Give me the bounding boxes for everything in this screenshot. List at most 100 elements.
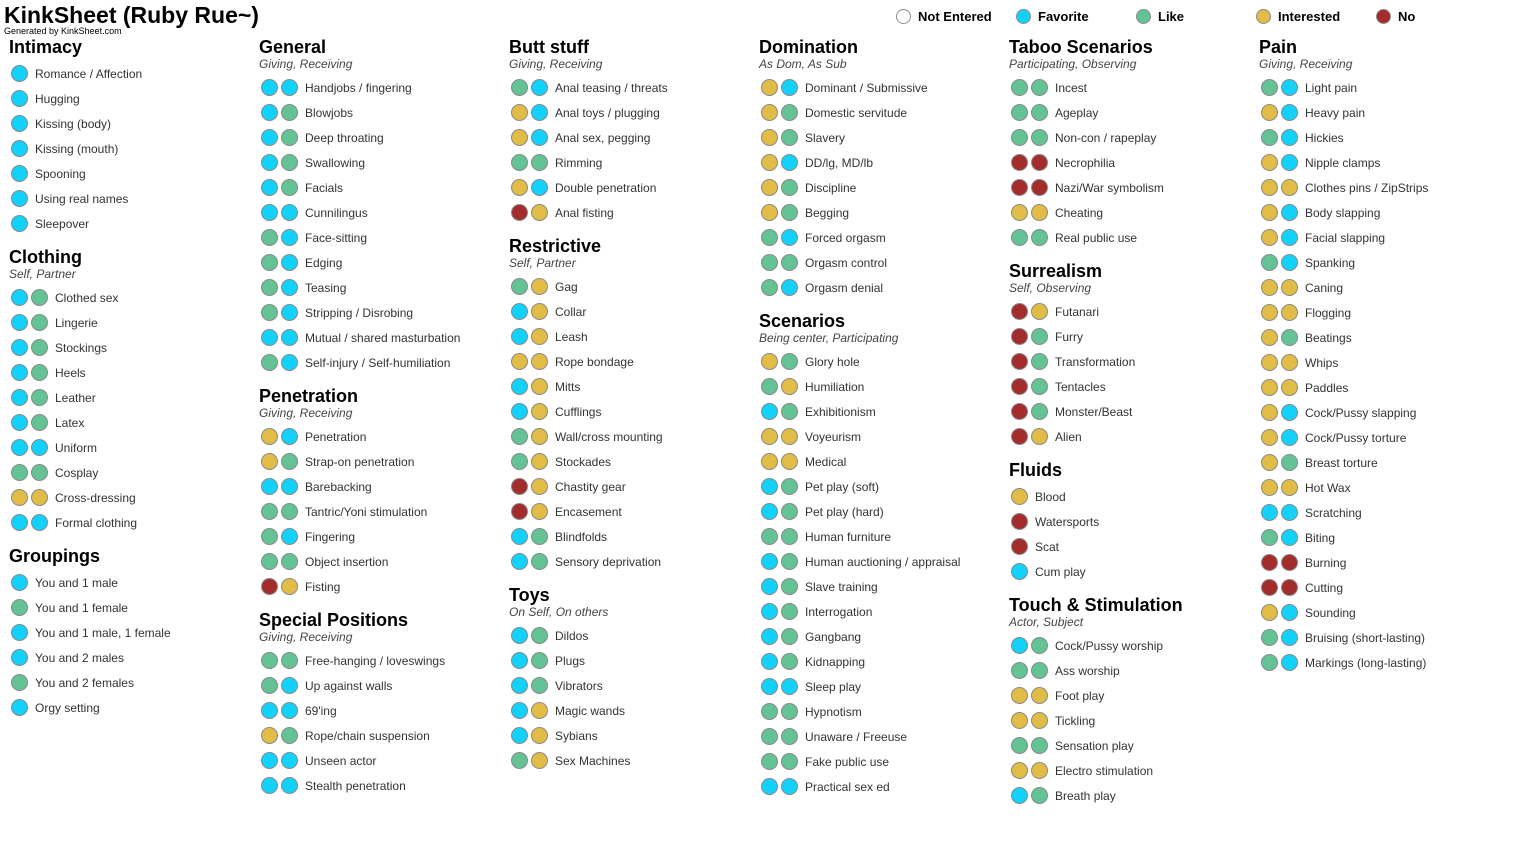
rating-favorite-circle-icon[interactable] xyxy=(11,90,28,107)
rating-interested-circle-icon[interactable] xyxy=(531,453,548,470)
list-item[interactable]: Sensory deprivation xyxy=(509,549,759,574)
list-item[interactable]: Magic wands xyxy=(509,698,759,723)
list-item[interactable]: Real public use xyxy=(1009,225,1259,250)
list-item[interactable]: Exhibitionism xyxy=(759,399,1009,424)
rating-like-circle-icon[interactable] xyxy=(1011,79,1028,96)
rating-no-circle-icon[interactable] xyxy=(1281,579,1298,596)
list-item[interactable]: Rimming xyxy=(509,150,759,175)
list-item[interactable]: Cosplay xyxy=(9,460,259,485)
rating-like-circle-icon[interactable] xyxy=(511,154,528,171)
rating-interested-circle-icon[interactable] xyxy=(761,104,778,121)
rating-favorite-circle-icon[interactable] xyxy=(1281,204,1298,221)
rating-favorite-circle-icon[interactable] xyxy=(281,702,298,719)
rating-favorite-circle-icon[interactable] xyxy=(261,329,278,346)
rating-no-circle-icon[interactable] xyxy=(1011,303,1028,320)
rating-interested-circle-icon[interactable] xyxy=(511,353,528,370)
rating-favorite-circle-icon[interactable] xyxy=(31,514,48,531)
rating-interested-circle-icon[interactable] xyxy=(1261,229,1278,246)
list-item[interactable]: Clothed sex xyxy=(9,285,259,310)
rating-interested-circle-icon[interactable] xyxy=(1011,488,1028,505)
list-item[interactable]: Heels xyxy=(9,360,259,385)
list-item[interactable]: Futanari xyxy=(1009,299,1259,324)
list-item[interactable]: Alien xyxy=(1009,424,1259,449)
rating-like-circle-icon[interactable] xyxy=(781,179,798,196)
list-item[interactable]: Lingerie xyxy=(9,310,259,335)
rating-favorite-circle-icon[interactable] xyxy=(281,254,298,271)
rating-interested-circle-icon[interactable] xyxy=(1031,428,1048,445)
rating-favorite-circle-icon[interactable] xyxy=(511,403,528,420)
rating-like-circle-icon[interactable] xyxy=(531,154,548,171)
rating-interested-circle-icon[interactable] xyxy=(531,428,548,445)
rating-no-circle-icon[interactable] xyxy=(1011,353,1028,370)
rating-like-circle-icon[interactable] xyxy=(281,129,298,146)
rating-interested-circle-icon[interactable] xyxy=(531,303,548,320)
rating-like-circle-icon[interactable] xyxy=(781,628,798,645)
rating-like-circle-icon[interactable] xyxy=(261,503,278,520)
list-item[interactable]: Chastity gear xyxy=(509,474,759,499)
list-item[interactable]: Beatings xyxy=(1259,325,1509,350)
list-item[interactable]: Caning xyxy=(1259,275,1509,300)
rating-interested-circle-icon[interactable] xyxy=(1261,604,1278,621)
list-item[interactable]: Cock/Pussy torture xyxy=(1259,425,1509,450)
rating-like-circle-icon[interactable] xyxy=(511,752,528,769)
rating-favorite-circle-icon[interactable] xyxy=(1281,104,1298,121)
list-item[interactable]: Hot Wax xyxy=(1259,475,1509,500)
list-item[interactable]: Romance / Affection xyxy=(9,61,259,86)
rating-favorite-circle-icon[interactable] xyxy=(761,553,778,570)
list-item[interactable]: Medical xyxy=(759,449,1009,474)
list-item[interactable]: Face-sitting xyxy=(259,225,509,250)
rating-no-circle-icon[interactable] xyxy=(1011,378,1028,395)
rating-favorite-circle-icon[interactable] xyxy=(281,304,298,321)
rating-like-circle-icon[interactable] xyxy=(281,652,298,669)
rating-like-circle-icon[interactable] xyxy=(781,753,798,770)
rating-like-circle-icon[interactable] xyxy=(1031,662,1048,679)
rating-favorite-circle-icon[interactable] xyxy=(11,190,28,207)
rating-no-circle-icon[interactable] xyxy=(1281,554,1298,571)
list-item[interactable]: Practical sex ed xyxy=(759,774,1009,799)
rating-favorite-circle-icon[interactable] xyxy=(1011,563,1028,580)
rating-favorite-circle-icon[interactable] xyxy=(1281,254,1298,271)
rating-like-circle-icon[interactable] xyxy=(1031,79,1048,96)
rating-like-circle-icon[interactable] xyxy=(261,229,278,246)
rating-like-circle-icon[interactable] xyxy=(511,278,528,295)
rating-like-circle-icon[interactable] xyxy=(1011,662,1028,679)
rating-favorite-circle-icon[interactable] xyxy=(781,154,798,171)
rating-favorite-circle-icon[interactable] xyxy=(281,777,298,794)
list-item[interactable]: Sleepover xyxy=(9,211,259,236)
rating-favorite-circle-icon[interactable] xyxy=(531,79,548,96)
rating-interested-circle-icon[interactable] xyxy=(761,179,778,196)
rating-like-circle-icon[interactable] xyxy=(11,464,28,481)
rating-favorite-circle-icon[interactable] xyxy=(281,478,298,495)
list-item[interactable]: Orgasm control xyxy=(759,250,1009,275)
rating-like-circle-icon[interactable] xyxy=(531,528,548,545)
rating-no-circle-icon[interactable] xyxy=(511,478,528,495)
rating-favorite-circle-icon[interactable] xyxy=(761,578,778,595)
rating-like-circle-icon[interactable] xyxy=(781,553,798,570)
rating-favorite-circle-icon[interactable] xyxy=(11,115,28,132)
rating-no-circle-icon[interactable] xyxy=(1011,328,1028,345)
rating-favorite-circle-icon[interactable] xyxy=(281,279,298,296)
rating-favorite-circle-icon[interactable] xyxy=(1281,229,1298,246)
rating-favorite-circle-icon[interactable] xyxy=(511,328,528,345)
list-item[interactable]: Bruising (short-lasting) xyxy=(1259,625,1509,650)
rating-interested-circle-icon[interactable] xyxy=(31,489,48,506)
rating-favorite-circle-icon[interactable] xyxy=(1011,637,1028,654)
rating-favorite-circle-icon[interactable] xyxy=(511,303,528,320)
list-item[interactable]: Vibrators xyxy=(509,673,759,698)
rating-favorite-circle-icon[interactable] xyxy=(761,478,778,495)
rating-interested-circle-icon[interactable] xyxy=(1031,204,1048,221)
list-item[interactable]: Tantric/Yoni stimulation xyxy=(259,499,509,524)
rating-interested-circle-icon[interactable] xyxy=(531,478,548,495)
list-item[interactable]: Voyeurism xyxy=(759,424,1009,449)
rating-like-circle-icon[interactable] xyxy=(1261,129,1278,146)
rating-like-circle-icon[interactable] xyxy=(1261,79,1278,96)
list-item[interactable]: Fake public use xyxy=(759,749,1009,774)
rating-no-circle-icon[interactable] xyxy=(511,503,528,520)
rating-interested-circle-icon[interactable] xyxy=(511,179,528,196)
list-item[interactable]: Formal clothing xyxy=(9,510,259,535)
list-item[interactable]: Cross-dressing xyxy=(9,485,259,510)
list-item[interactable]: Cum play xyxy=(1009,559,1259,584)
list-item[interactable]: Tentacles xyxy=(1009,374,1259,399)
list-item[interactable]: Clothes pins / ZipStrips xyxy=(1259,175,1509,200)
rating-like-circle-icon[interactable] xyxy=(11,674,28,691)
